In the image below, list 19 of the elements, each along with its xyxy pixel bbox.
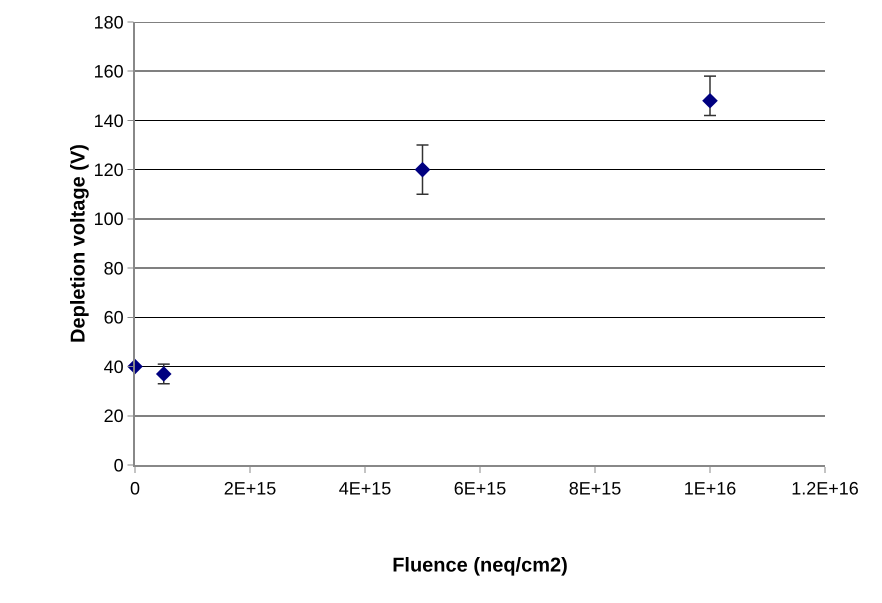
x-tick-label: 1E+16	[684, 478, 736, 498]
y-axis-title: Depletion voltage (V)	[68, 144, 90, 343]
y-tick-label: 140	[94, 110, 124, 131]
y-tick-label: 20	[104, 406, 124, 426]
y-tick-label: 180	[94, 12, 124, 32]
x-tick-label: 6E+15	[454, 478, 506, 498]
y-tick-label: 40	[104, 356, 124, 377]
x-tick-label: 0	[130, 478, 140, 498]
y-tick-label: 100	[94, 209, 124, 230]
x-tick-label: 1.2E+16	[791, 478, 859, 498]
x-axis-title: Fluence (neq/cm2)	[392, 554, 568, 576]
y-tick-label: 0	[114, 455, 124, 476]
y-tick-label: 80	[104, 258, 124, 278]
y-tick-label: 120	[94, 160, 124, 180]
x-tick-label: 2E+15	[224, 478, 276, 498]
x-tick-label: 4E+15	[338, 478, 392, 498]
y-tick-label: 160	[94, 62, 124, 82]
y-tick-label: 60	[104, 308, 124, 328]
x-tick-label: 8E+15	[568, 478, 622, 498]
